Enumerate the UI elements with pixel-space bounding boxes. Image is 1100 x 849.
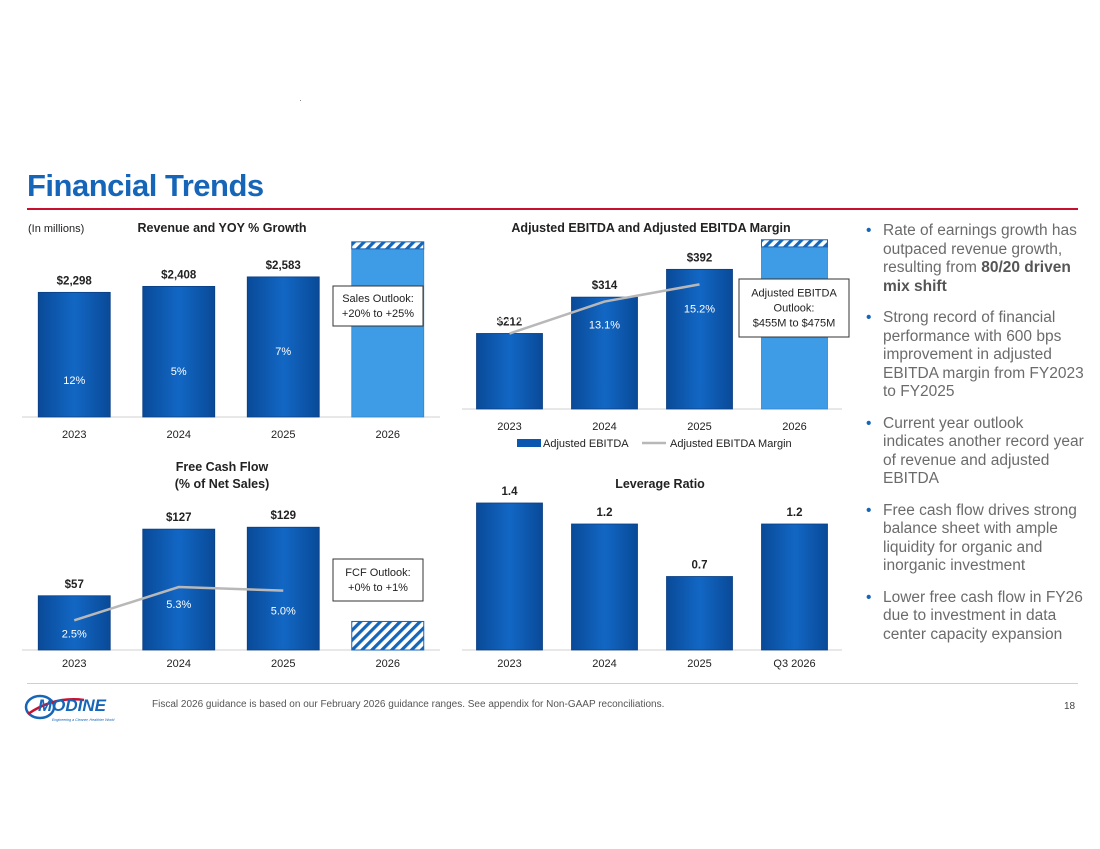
leverage-value-label: 1.4 <box>502 486 519 498</box>
ebitda-bar <box>666 268 733 410</box>
fcf-callout-box <box>332 558 424 602</box>
ebitda-legend-label: Adjusted EBITDA Margin <box>670 438 792 450</box>
logo-red-swoosh <box>27 698 85 716</box>
ebitda-value-label: $212 <box>497 316 523 328</box>
fcf-line-series <box>73 585 284 622</box>
fcf-bar <box>142 528 216 651</box>
page-number: 18 <box>1064 701 1076 712</box>
fcf-line-label: 5.3% <box>166 599 191 611</box>
fcf-callout-text: FCF Outlook: <box>345 567 410 579</box>
leverage-bar <box>571 523 638 651</box>
stray-dot <box>300 100 301 101</box>
key-point-4: • Free cash flow drives strong balance sh… <box>866 501 1077 575</box>
fcf-bar <box>37 595 111 651</box>
key-point-5: • Lower free cash flow in FY26 due to inv… <box>866 588 1083 643</box>
key-point-1: • Rate of earnings growth has outpaced re… <box>866 222 1077 295</box>
revenue-category-label: 2026 <box>376 429 400 441</box>
fcf-value-label: $127 <box>166 512 192 524</box>
key-points-list: • Rate of earnings growth has outpaced re… <box>866 222 1088 657</box>
ebitda-outlook-hatched-bar <box>761 239 828 248</box>
fcf-value-label: $129 <box>270 510 296 522</box>
bullet-dot: • <box>866 501 872 519</box>
ebitda-line-label: 15.2% <box>684 303 715 315</box>
fcf-line-label: 2.5% <box>62 628 87 640</box>
leverage-bar <box>761 523 828 651</box>
revenue-bar <box>142 285 216 418</box>
fcf-category-label: 2023 <box>62 658 86 670</box>
ebitda-bar <box>571 296 638 410</box>
revenue-category-label: 2023 <box>62 429 86 441</box>
ebitda-bar <box>476 333 543 410</box>
leverage-value-label: 1.2 <box>597 507 613 519</box>
ebitda-legend-swatch-bar <box>517 439 541 447</box>
fcf-category-label: 2026 <box>376 658 400 670</box>
key-point-emphasis: 80/20 driven mix shift <box>883 259 1071 295</box>
ebitda-line-label: 9.2% <box>497 313 522 325</box>
leverage-bar <box>666 576 733 651</box>
revenue-outlook-hatched-bar <box>351 241 425 250</box>
leverage-value-label: 1.2 <box>787 507 803 519</box>
fcf-outlook-hatched-bar <box>351 620 425 651</box>
logo-swoosh <box>24 694 56 720</box>
bullet-dot: • <box>866 309 872 326</box>
revenue-growth-label: 12% <box>63 375 85 387</box>
revenue-callout-box <box>332 285 424 327</box>
ebitda-callout-text: Adjusted EBITDA <box>751 288 837 300</box>
revenue-outlook-bar <box>351 248 425 418</box>
footer-rule <box>27 683 1078 684</box>
charts-canvas: Revenue and YOY % Growth $2,298 $2,408 $2,5… <box>22 221 850 670</box>
revenue-value-label: $2,408 <box>161 269 197 281</box>
ebitda-callout-text: $455M to $475M <box>753 318 836 330</box>
ebitda-category-label: 2024 <box>592 421 616 433</box>
ebitda-category-label: 2026 <box>782 421 806 433</box>
leverage-category-label: 2024 <box>592 658 616 670</box>
ebitda-legend-label: Adjusted EBITDA <box>543 438 629 450</box>
fcf-category-label: 2025 <box>271 658 295 670</box>
ebitda-category-label: 2023 <box>497 421 521 433</box>
ebitda-callout-text: Outlook: <box>774 303 815 315</box>
units-label: (In millions) <box>28 223 84 235</box>
leverage-value-label: 0.7 <box>692 560 708 572</box>
ebitda-line-series <box>509 283 700 335</box>
ebitda-category-label: 2025 <box>687 421 711 433</box>
revenue-bar <box>246 276 320 418</box>
revenue-callout-text: +20% to +25% <box>342 308 414 320</box>
revenue-value-label: $2,298 <box>57 275 93 287</box>
logo-tagline: Engineering a Cleaner, Healthier World <box>52 718 115 722</box>
leverage-category-label: 2025 <box>687 658 711 670</box>
page-title: Financial Trends <box>27 168 264 203</box>
leverage-bar <box>476 502 543 651</box>
leverage-category-label: Q3 2026 <box>773 658 815 670</box>
ebitda-chart-title: Adjusted EBITDA and Adjusted EBITDA Marg… <box>511 221 790 235</box>
title-rule <box>27 208 1078 210</box>
logo-wordmark: MODINE <box>38 696 107 715</box>
bullet-dot: • <box>866 222 872 239</box>
revenue-category-label: 2024 <box>167 429 191 441</box>
fcf-callout-text: +0% to +1% <box>348 582 408 594</box>
fcf-category-label: 2024 <box>167 658 191 670</box>
revenue-value-label: $2,583 <box>266 260 301 272</box>
modine-logo: MODINE Engineering a Cleaner, Healthier … <box>24 694 115 722</box>
key-point-2: • Strong record of financial performance … <box>866 309 1084 400</box>
ebitda-line-label: 13.1% <box>589 320 620 332</box>
footnote: Fiscal 2026 guidance is based on our Feb… <box>152 699 665 710</box>
fcf-title-line: Free Cash Flow <box>176 460 269 474</box>
revenue-bar <box>37 291 111 418</box>
ebitda-callout-box <box>738 278 850 338</box>
bullet-dot: • <box>866 588 872 606</box>
revenue-growth-label: 7% <box>275 346 291 358</box>
fcf-line-label: 5.0% <box>271 606 296 618</box>
revenue-category-label: 2025 <box>271 429 295 441</box>
bullet-dot: • <box>866 414 872 432</box>
leverage-chart-title: Leverage Ratio <box>615 477 705 491</box>
key-point-3: • Current year outlook indicates another … <box>866 414 1084 488</box>
fcf-title-line: (% of Net Sales) <box>175 477 269 491</box>
revenue-growth-label: 5% <box>171 366 187 378</box>
revenue-chart-title: Revenue and YOY % Growth <box>137 221 306 235</box>
ebitda-value-label: $314 <box>592 280 618 292</box>
leverage-category-label: 2023 <box>497 658 521 670</box>
fcf-value-label: $57 <box>65 579 84 591</box>
ebitda-value-label: $392 <box>687 252 713 264</box>
revenue-callout-text: Sales Outlook: <box>342 293 414 305</box>
